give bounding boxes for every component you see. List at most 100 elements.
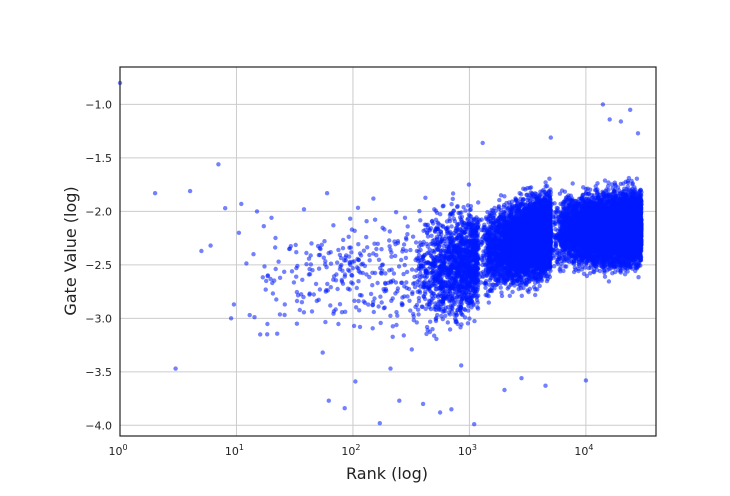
scatter-point: [446, 310, 452, 315]
scatter-point: [365, 245, 370, 250]
scatter-point: [260, 275, 265, 280]
scatter-point: [367, 252, 372, 258]
scatter-point: [328, 303, 333, 308]
scatter-point: [294, 298, 300, 304]
scatter-point: [413, 240, 419, 245]
scatter-point: [341, 237, 346, 243]
scatter-point: [359, 293, 364, 298]
scatter-point: [447, 218, 453, 224]
scatter-point: [447, 274, 453, 280]
scatter-point: [420, 304, 425, 309]
scatter-point: [417, 208, 422, 214]
scatter-point: [473, 228, 478, 233]
scatter-point: [471, 274, 477, 279]
scatter-point: [421, 239, 426, 245]
scatter-point: [323, 319, 328, 325]
scatter-point: [382, 305, 387, 310]
scatter-point: [275, 331, 280, 336]
scatter-point: [364, 219, 369, 224]
scatter-point: [308, 262, 314, 267]
scatter-point: [379, 300, 384, 305]
scatter-point: [455, 294, 460, 299]
scatter-point: [452, 219, 458, 224]
scatter-point: [439, 282, 444, 287]
scatter-point: [404, 269, 410, 275]
scatter-point: [403, 235, 409, 241]
scatter-point: [451, 246, 456, 252]
scatter-point: [372, 296, 377, 301]
scatter-point: [391, 271, 397, 276]
scatter-point: [433, 275, 438, 281]
scatter-point: [346, 267, 351, 272]
scatter-point: [425, 260, 430, 265]
scatter-point: [408, 247, 413, 253]
scatter-point: [317, 252, 323, 258]
scatter-point: [319, 242, 324, 247]
scatter-point: [351, 323, 357, 329]
scatter-point: [450, 254, 455, 259]
scatter-point: [387, 238, 392, 243]
scatter-point: [356, 298, 361, 304]
scatter-point: [444, 226, 449, 231]
scatter-point: [390, 296, 395, 301]
scatter-point: [252, 315, 257, 320]
scatter-point: [349, 273, 355, 278]
scatter-point: [265, 273, 271, 278]
scatter-point: [360, 270, 365, 276]
scatter-point: [435, 247, 440, 252]
scatter-point: [282, 269, 287, 274]
scatter-point: [354, 265, 360, 270]
scatter-point: [378, 320, 383, 326]
scatter-point: [418, 263, 424, 268]
scatter-point: [414, 320, 419, 325]
scatter-point: [371, 309, 376, 315]
scatter-point: [374, 246, 379, 252]
scatter-point: [339, 262, 344, 268]
scatter-point: [356, 279, 361, 284]
scatter-point: [436, 231, 441, 237]
scatter-point: [416, 299, 422, 304]
scatter-point: [349, 250, 354, 255]
scatter-point: [461, 279, 467, 284]
scatter-point: [478, 280, 484, 285]
scatter-point: [265, 321, 270, 327]
scatter-point: [465, 238, 470, 244]
scatter-point: [333, 278, 339, 283]
scatter-point: [458, 304, 463, 309]
scatter-point: [447, 327, 453, 332]
scatter-point: [297, 307, 302, 313]
scatter-point: [370, 326, 375, 331]
scatter-point: [450, 211, 455, 216]
scatter-point: [389, 250, 394, 255]
scatter-point: [449, 232, 455, 237]
scatter-point: [346, 234, 351, 239]
scatter-point: [394, 322, 399, 328]
scatter-point: [304, 250, 309, 256]
scatter-point: [476, 200, 481, 205]
scatter-point: [331, 311, 336, 316]
scatter-point: [479, 217, 484, 222]
scatter-point: [442, 296, 447, 302]
scatter-point: [427, 299, 433, 304]
scatter-point: [416, 249, 421, 254]
scatter-point: [405, 232, 410, 237]
scatter-point: [473, 263, 478, 268]
scatter-point: [340, 246, 346, 251]
scatter-points: [117, 80, 644, 427]
scatter-point: [323, 259, 328, 264]
scatter-point: [448, 240, 454, 245]
scatter-point: [472, 318, 477, 324]
scatter-point: [457, 210, 463, 216]
scatter-point: [476, 222, 481, 228]
scatter-point: [474, 232, 480, 238]
scatter-point: [412, 280, 417, 286]
scatter-point: [270, 291, 276, 296]
scatter-point: [353, 305, 359, 310]
scatter-point: [444, 230, 450, 235]
scatter-point: [456, 270, 461, 275]
scatter-point: [325, 281, 330, 287]
scatter-point: [343, 309, 348, 314]
scatter-point: [261, 224, 266, 229]
scatter-point: [356, 242, 361, 247]
scatter-point: [475, 306, 481, 311]
